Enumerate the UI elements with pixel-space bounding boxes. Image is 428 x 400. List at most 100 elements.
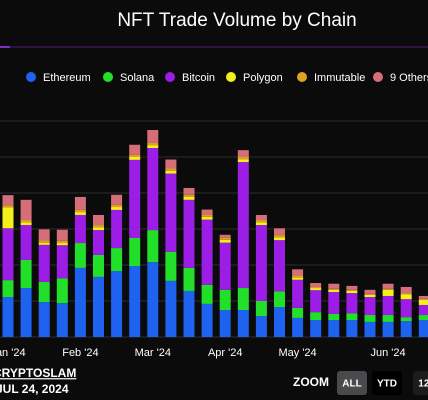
bar-segment: [147, 230, 159, 263]
bar-segment: [20, 222, 32, 226]
bar-segment: [418, 299, 428, 305]
bar-segment: [382, 315, 394, 322]
bar-segment: [400, 294, 412, 300]
bar-segment: [111, 207, 123, 210]
bar-segment: [382, 295, 394, 316]
zoom-button[interactable]: [372, 371, 402, 395]
bar-segment: [165, 280, 177, 337]
legend-swatch: [373, 72, 383, 82]
bar-segment: [364, 294, 376, 298]
zoom-label: ZOOM: [293, 375, 329, 389]
bar-segment: [201, 284, 213, 304]
bar-segment: [74, 196, 86, 210]
bar-segment: [292, 269, 304, 276]
bar-segment: [93, 214, 104, 226]
zoom-button[interactable]: [337, 371, 367, 395]
bar-segment: [111, 209, 123, 249]
bar-segment: [310, 320, 322, 337]
bar-segment: [310, 288, 322, 291]
bar-segment: [346, 320, 358, 337]
bar-segment: [74, 243, 86, 268]
zoom-button-label[interactable]: YTD: [377, 379, 397, 390]
bar-segment: [74, 214, 86, 244]
bar-segment: [183, 267, 195, 291]
bar-segment: [165, 159, 177, 169]
bar-segment: [274, 228, 285, 236]
bar-segment: [183, 199, 195, 268]
bar-segment: [400, 299, 412, 318]
bar-segment: [93, 254, 104, 277]
bar-segment: [400, 286, 412, 294]
bar-segment: [129, 266, 141, 337]
bar-segment: [165, 168, 177, 171]
bar-segment: [219, 242, 231, 290]
bar-segment: [111, 204, 123, 208]
bar-segment: [20, 220, 32, 223]
bar-segment: [74, 267, 86, 337]
legend-swatch: [226, 72, 236, 82]
bar-segment: [165, 170, 177, 174]
bar-segment: [56, 245, 68, 279]
bar-segment: [147, 148, 159, 231]
bar-segment: [38, 242, 50, 245]
bar-segment: [129, 238, 141, 267]
bar-segment: [74, 212, 86, 215]
bar-segment: [274, 291, 285, 308]
bar-segment: [56, 243, 68, 246]
bar-segment: [56, 278, 68, 304]
bar-segment: [255, 222, 267, 226]
bar-segment: [255, 225, 267, 301]
bar-segment: [418, 298, 428, 300]
bar-segment: [56, 303, 68, 337]
x-tick-label: Feb '24: [62, 347, 98, 359]
bar-segment: [292, 307, 304, 318]
bar-segment: [274, 235, 285, 238]
legend-label: Bitcoin: [182, 72, 215, 84]
bar-segment: [38, 302, 50, 337]
bar-segment: [2, 297, 14, 337]
bar-segment: [382, 288, 394, 290]
bar-segment: [292, 279, 304, 308]
bar-segment: [255, 214, 267, 220]
x-tick-label: May '24: [279, 347, 317, 359]
bar-segment: [274, 307, 285, 337]
bar-segment: [328, 288, 340, 290]
zoom-button-label[interactable]: 12M: [418, 379, 428, 390]
bar-segment: [129, 157, 141, 160]
x-tick-label: Jan '24: [0, 347, 26, 359]
bar-segment: [219, 239, 231, 243]
bar-segment: [418, 304, 428, 316]
zoom-button-label[interactable]: ALL: [342, 379, 361, 390]
bar-segment: [20, 259, 32, 289]
bar-segment: [38, 240, 50, 243]
date: JUL 24, 2024: [0, 382, 69, 396]
bar-segment: [364, 321, 376, 337]
source[interactable]: CRYPTOSLAM: [0, 366, 76, 380]
bar-segment: [237, 162, 249, 289]
bar-segment: [292, 275, 304, 278]
bar-segment: [183, 194, 195, 197]
legend-swatch: [297, 72, 307, 82]
bar-segment: [38, 244, 50, 282]
bar-segment: [219, 310, 231, 337]
bar-segment: [400, 321, 412, 337]
bar-segment: [364, 315, 376, 322]
bar-segment: [183, 187, 195, 195]
bar-segment: [237, 288, 249, 310]
bar-segment: [111, 248, 123, 272]
bar-segment: [382, 289, 394, 296]
bar-segment: [237, 157, 249, 160]
chart-title: NFT Trade Volume by Chain: [117, 10, 356, 31]
bar-segment: [20, 199, 32, 220]
bar-segment: [93, 225, 104, 228]
bar-segment: [364, 297, 376, 316]
bar-segment: [346, 285, 358, 290]
bar-segment: [237, 159, 249, 163]
zoom-button[interactable]: [413, 371, 428, 395]
bar-segment: [237, 150, 249, 157]
bar-segment: [255, 220, 267, 223]
bar-segment: [328, 292, 340, 314]
bar-segment: [346, 293, 358, 314]
bar-segment: [346, 313, 358, 321]
bar-segment: [93, 276, 104, 337]
